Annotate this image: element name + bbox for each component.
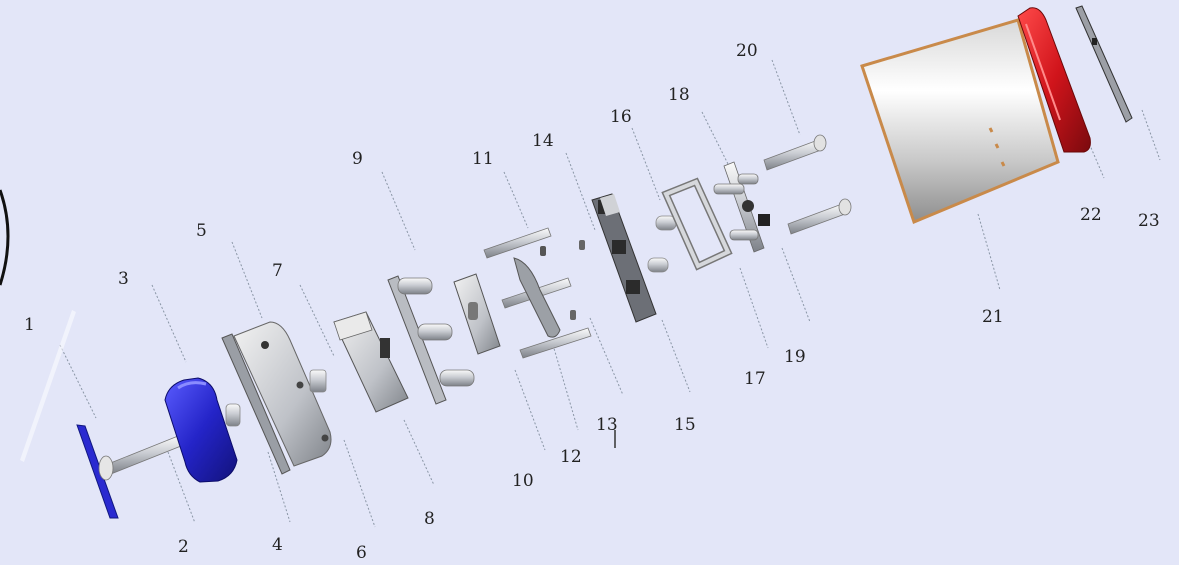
label-23: 23 xyxy=(1138,211,1160,231)
part-17-18-19-shaft xyxy=(713,161,770,253)
label-17: 17 xyxy=(744,369,766,389)
leader-line-16 xyxy=(631,127,661,201)
part-11-12-yoke xyxy=(483,227,592,359)
part-15-plate xyxy=(591,193,657,323)
leader-line-7 xyxy=(299,284,335,357)
label-5: 5 xyxy=(196,221,207,241)
edge-arc xyxy=(0,189,10,286)
leader-line-8 xyxy=(403,419,435,486)
part-1-blue-disc xyxy=(76,424,119,519)
label-20: 20 xyxy=(736,41,758,61)
part-2-bolt xyxy=(98,435,182,481)
part-21-cylinder xyxy=(860,18,1060,225)
label-3: 3 xyxy=(118,269,129,289)
part-10-slot-block xyxy=(453,273,501,355)
part-16-frame xyxy=(661,177,733,271)
label-6: 6 xyxy=(356,543,367,563)
leader-line-3 xyxy=(151,284,187,363)
label-15: 15 xyxy=(674,415,696,435)
leader-line-9 xyxy=(381,171,416,251)
leader-line-14 xyxy=(565,152,596,231)
leader-line-1 xyxy=(59,344,97,419)
part-7-gearbox xyxy=(333,311,409,413)
label-12: 12 xyxy=(560,447,582,467)
leader-line-21 xyxy=(977,213,1001,291)
spacer-5-7 xyxy=(309,369,327,393)
label-22: 22 xyxy=(1080,205,1102,225)
label-16: 16 xyxy=(610,107,632,127)
part-20-bolts xyxy=(763,134,852,235)
label-7: 7 xyxy=(272,261,283,281)
leader-line-11 xyxy=(503,171,529,229)
part-labels: 1 2 3 4 5 6 7 8 9 10 11 12 13 14 15 16 1… xyxy=(24,41,1160,563)
label-19: 19 xyxy=(784,347,806,367)
label-10: 10 xyxy=(512,471,534,491)
leader-line-2 xyxy=(167,451,196,524)
part-23-end-plate xyxy=(1075,5,1133,123)
part-3-blue-coupling xyxy=(164,377,238,483)
leader-lines xyxy=(59,59,1161,528)
label-14: 14 xyxy=(532,131,554,151)
label-1: 1 xyxy=(24,315,35,335)
leader-line-15 xyxy=(661,319,691,393)
leader-line-5 xyxy=(231,241,263,319)
leader-line-13 xyxy=(589,317,624,396)
part-4-5-housing xyxy=(221,321,332,475)
spacer-3-5 xyxy=(225,403,241,427)
part-11-pin xyxy=(540,246,546,256)
label-13: 13 xyxy=(596,415,618,435)
glare-streak xyxy=(20,310,76,462)
label-21: 21 xyxy=(982,307,1004,327)
label-9: 9 xyxy=(352,149,363,169)
part-22-red-cap xyxy=(1017,7,1091,153)
leader-line-20 xyxy=(771,59,801,136)
roller-2 xyxy=(647,257,669,273)
leader-line-12 xyxy=(552,344,579,431)
label-11: 11 xyxy=(472,149,494,169)
leader-line-17 xyxy=(739,267,769,349)
leader-line-10 xyxy=(514,369,546,451)
part-8-9-bracket xyxy=(387,275,475,405)
leader-line-18 xyxy=(701,111,733,173)
label-18: 18 xyxy=(668,85,690,105)
part-13-pin xyxy=(570,310,576,320)
leader-line-6 xyxy=(343,439,376,528)
label-8: 8 xyxy=(424,509,435,529)
part-14-pin xyxy=(579,240,585,250)
label-2: 2 xyxy=(178,537,189,557)
leader-line-4 xyxy=(267,451,291,523)
label-4: 4 xyxy=(272,535,283,555)
leader-line-19 xyxy=(781,247,811,323)
leader-line-23 xyxy=(1141,109,1161,161)
